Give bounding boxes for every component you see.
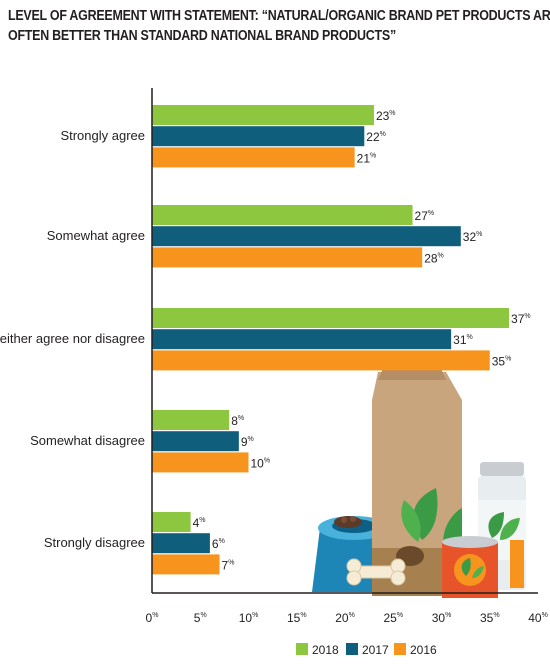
value-label-2018-1: 27% (415, 209, 435, 223)
value-label-2017-3: 9% (241, 435, 254, 449)
category-label-1: Somewhat agree (47, 228, 145, 243)
bar-2018-1 (152, 205, 413, 225)
bar-2017-3 (152, 431, 239, 452)
value-label-2016-1: 28% (424, 251, 444, 265)
x-tick-label-2: 10% (239, 611, 259, 625)
bar-2016-4 (152, 554, 220, 575)
x-tick-label-1: 5% (194, 611, 207, 625)
x-tick-label-8: 40% (528, 611, 548, 625)
value-label-2016-4: 7% (222, 558, 235, 572)
value-label-2017-2: 31% (453, 333, 473, 347)
bar-2018-0 (152, 105, 374, 125)
legend-label-2017: 2017 (362, 643, 389, 657)
legend-swatch-2018 (296, 643, 308, 655)
bar-2018-4 (152, 512, 191, 532)
pet-food-bag-image (372, 366, 462, 596)
value-label-2017-4: 6% (212, 537, 225, 551)
category-label-4: Strongly disagree (44, 535, 145, 550)
legend-swatch-2017 (346, 643, 358, 655)
chart-title-line-2: OFTEN BETTER THAN STANDARD NATIONAL BRAN… (8, 28, 396, 44)
x-tick-label-7: 35% (480, 611, 500, 625)
bar-2018-3 (152, 410, 230, 430)
value-label-2017-1: 32% (463, 230, 483, 244)
x-tick-label-4: 20% (335, 611, 355, 625)
bar-2017-2 (152, 329, 452, 350)
chart-title: LEVEL OF AGREEMENT WITH STATEMENT: “NATU… (8, 6, 550, 46)
bar-2016-0 (152, 147, 355, 168)
x-tick-label-5: 25% (383, 611, 403, 625)
bar-2018-2 (152, 308, 510, 328)
pet-products-illustration (312, 366, 526, 598)
value-label-2017-0: 22% (366, 130, 386, 144)
value-label-2016-3: 10% (251, 456, 271, 470)
bar-2017-4 (152, 533, 210, 554)
value-label-2018-0: 23% (376, 109, 396, 123)
canned-food-image (442, 536, 498, 598)
legend-swatch-2016 (394, 643, 406, 655)
bar-2016-2 (152, 350, 490, 371)
value-label-2018-4: 4% (193, 516, 206, 530)
legend-label-2016: 2016 (410, 643, 437, 657)
chart-title-line-1: LEVEL OF AGREEMENT WITH STATEMENT: “NATU… (8, 8, 550, 24)
x-tick-label-6: 30% (432, 611, 452, 625)
x-tick-label-3: 15% (287, 611, 307, 625)
category-label-2: Neither agree nor disagree (0, 331, 145, 346)
category-labels-layer: Strongly agree Somewhat agree Neither agre… (0, 128, 145, 550)
x-axis-ticks: 0% 5% 10% 15% 20% 25% 30% 35% 40% (146, 611, 548, 625)
value-label-2016-0: 21% (357, 151, 377, 165)
bars-layer (152, 105, 510, 575)
bar-2017-0 (152, 126, 365, 147)
value-label-2016-2: 35% (492, 354, 512, 368)
bar-2016-3 (152, 452, 249, 473)
bar-2017-1 (152, 226, 461, 247)
bone-treat-image (346, 558, 406, 586)
bar-2016-1 (152, 247, 423, 268)
category-label-3: Somewhat disagree (30, 433, 145, 448)
value-label-2018-3: 8% (231, 414, 244, 428)
legend-label-2018: 2018 (312, 643, 339, 657)
category-label-0: Strongly agree (60, 128, 145, 143)
legend: 2018 2017 2016 (296, 643, 437, 657)
value-labels-layer: 23% 22% 21% 27% 32% 28% 37% 31% 35% 8% 9% 10% 4% 6% 7% (193, 109, 531, 572)
value-label-2018-2: 37% (511, 312, 531, 326)
x-tick-label-0: 0% (146, 611, 159, 625)
